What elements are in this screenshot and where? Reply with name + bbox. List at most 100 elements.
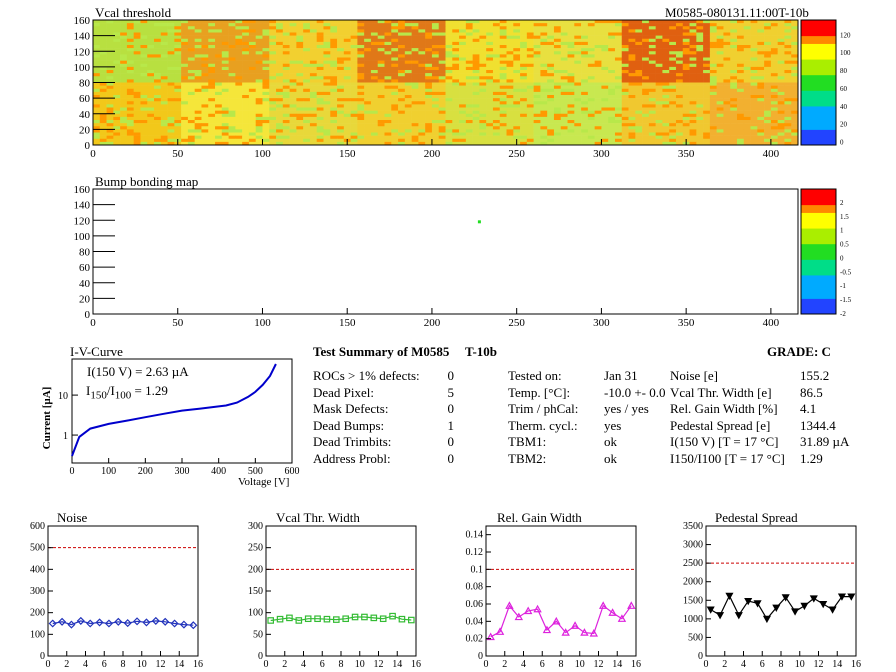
colorbar-bin: [801, 189, 836, 198]
threshold-cell: [736, 57, 745, 61]
x-tick-label: 14: [174, 659, 184, 670]
threshold-cell: [601, 116, 609, 121]
threshold-cell: [235, 107, 243, 111]
threshold-cell: [357, 54, 365, 58]
threshold-cell: [540, 79, 548, 83]
threshold-cell: [506, 107, 514, 111]
threshold-cell: [377, 54, 385, 58]
threshold-cell: [140, 88, 148, 93]
threshold-cell: [587, 104, 595, 108]
series-line: [710, 594, 852, 620]
threshold-cell: [540, 98, 548, 102]
threshold-cell: [282, 126, 290, 130]
threshold-cell: [642, 54, 650, 58]
threshold-cell: [201, 32, 209, 36]
threshold-cell: [384, 126, 392, 130]
heatmap-y-tick-label: 160: [74, 184, 91, 196]
condition-row-label: Temp. [°C]:: [508, 384, 571, 400]
threshold-cell: [276, 38, 284, 43]
threshold-cell: [221, 129, 229, 133]
threshold-cell: [282, 48, 290, 52]
threshold-cell: [262, 138, 270, 143]
threshold-cell: [445, 132, 453, 136]
threshold-cell: [343, 76, 351, 80]
threshold-cell: [696, 38, 704, 43]
threshold-cell: [411, 98, 419, 102]
threshold-cell: [391, 88, 399, 93]
metric-row-value: 1.29: [800, 450, 823, 466]
threshold-cell: [309, 23, 317, 27]
threshold-cell: [486, 54, 494, 58]
threshold-cell: [323, 98, 331, 102]
threshold-cell: [479, 70, 487, 74]
threshold-cell: [594, 76, 602, 80]
threshold-cell: [689, 91, 697, 96]
x-tick-label: 12: [814, 659, 824, 670]
threshold-cell: [492, 73, 501, 77]
threshold-cell: [337, 76, 345, 80]
threshold-cell: [235, 88, 243, 93]
threshold-cell: [506, 113, 514, 118]
threshold-cell: [452, 23, 460, 27]
threshold-cell: [655, 73, 663, 77]
threshold-cell: [520, 104, 528, 108]
threshold-cell: [445, 138, 453, 143]
threshold-cell: [723, 70, 731, 74]
threshold-cell: [689, 135, 697, 140]
heatmap-y-tick-label: 0: [85, 140, 91, 152]
threshold-cell: [120, 35, 128, 40]
threshold-cell: [479, 23, 487, 27]
threshold-cell: [736, 95, 745, 99]
threshold-cell: [282, 88, 290, 93]
threshold-cell: [703, 35, 711, 40]
threshold-cell: [614, 104, 623, 108]
threshold-cell: [309, 88, 317, 93]
threshold-cell: [452, 70, 460, 74]
threshold-cell: [364, 116, 372, 121]
threshold-cell: [547, 110, 555, 115]
threshold-cell: [282, 95, 290, 99]
threshold-cell: [337, 70, 345, 74]
threshold-cell: [635, 126, 643, 130]
threshold-cell: [608, 32, 616, 36]
threshold-cell: [248, 104, 256, 108]
iv-xlabel: Voltage [V]: [238, 476, 290, 488]
x-tick-label: 10: [575, 659, 585, 670]
threshold-cell: [547, 113, 555, 118]
threshold-cell: [791, 91, 799, 96]
summary-title: Test Summary of M0585: [313, 344, 450, 359]
threshold-cell: [533, 32, 541, 36]
threshold-cell: [682, 129, 690, 133]
threshold-cell: [736, 23, 745, 27]
threshold-cell: [296, 104, 304, 108]
threshold-cell: [370, 129, 379, 133]
data-point: [486, 632, 495, 641]
threshold-cell: [459, 54, 467, 58]
threshold-cell: [635, 138, 643, 143]
threshold-cell: [608, 23, 616, 27]
heatmap-x-tick-label: 250: [508, 148, 525, 160]
threshold-cell: [608, 129, 616, 133]
threshold-cell: [187, 38, 195, 43]
threshold-cell: [750, 135, 758, 140]
threshold-cell: [181, 82, 189, 86]
threshold-cell: [770, 26, 778, 30]
threshold-cell: [479, 45, 487, 49]
threshold-cell: [547, 129, 555, 133]
threshold-cell: [655, 79, 663, 83]
threshold-cell: [269, 32, 277, 36]
threshold-cell: [248, 132, 256, 136]
threshold-cell: [255, 79, 263, 83]
threshold-cell: [255, 20, 263, 24]
threshold-cell: [757, 63, 765, 68]
threshold-cell: [709, 38, 717, 43]
threshold-cell: [689, 20, 697, 24]
threshold-cell: [425, 98, 433, 102]
threshold-cell: [499, 41, 507, 46]
threshold-cell: [648, 20, 656, 24]
threshold-cell: [411, 76, 419, 80]
threshold-cell: [106, 129, 114, 133]
threshold-cell: [635, 54, 643, 58]
threshold-cell: [431, 26, 440, 30]
threshold-cell: [309, 82, 317, 86]
